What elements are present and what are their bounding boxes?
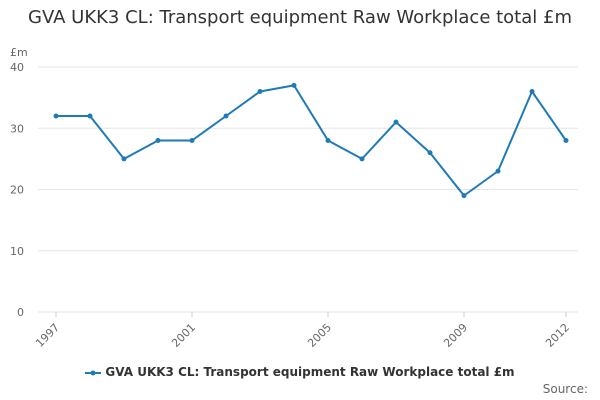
- data-point: [325, 138, 331, 143]
- data-point: [495, 168, 501, 174]
- x-tick-label: 2012: [543, 321, 572, 350]
- data-point: [155, 138, 161, 143]
- chart-title: GVA UKK3 CL: Transport equipment Raw Wor…: [28, 7, 572, 28]
- x-tick-label: 1997: [33, 321, 62, 350]
- y-axis-unit-label: £m: [10, 46, 28, 59]
- data-point: [427, 150, 433, 156]
- data-point: [223, 113, 229, 119]
- data-point: [529, 89, 535, 94]
- data-point: [393, 119, 399, 125]
- data-point: [121, 156, 127, 162]
- y-tick-label: 20: [10, 184, 24, 197]
- x-tick-label: 2001: [169, 321, 198, 350]
- legend-label: GVA UKK3 CL: Transport equipment Raw Wor…: [105, 365, 515, 379]
- y-tick-label: 40: [10, 61, 24, 74]
- data-point: [359, 156, 365, 162]
- data-point: [257, 89, 263, 94]
- y-tick-label: 10: [10, 245, 24, 258]
- legend-swatch: [85, 370, 102, 375]
- source-label: Source:: [542, 382, 588, 396]
- x-tick-label: 2009: [441, 321, 470, 350]
- y-tick-label: 0: [17, 306, 24, 319]
- series-line: [56, 84, 567, 197]
- x-tick-label: 2005: [305, 321, 334, 350]
- data-point: [87, 113, 93, 119]
- data-point: [189, 138, 195, 143]
- legend[interactable]: GVA UKK3 CL: Transport equipment Raw Wor…: [0, 365, 600, 379]
- data-point: [291, 82, 297, 88]
- y-tick-label: 30: [10, 122, 24, 135]
- data-point: [563, 138, 569, 143]
- data-point: [53, 113, 59, 119]
- data-point: [461, 193, 467, 199]
